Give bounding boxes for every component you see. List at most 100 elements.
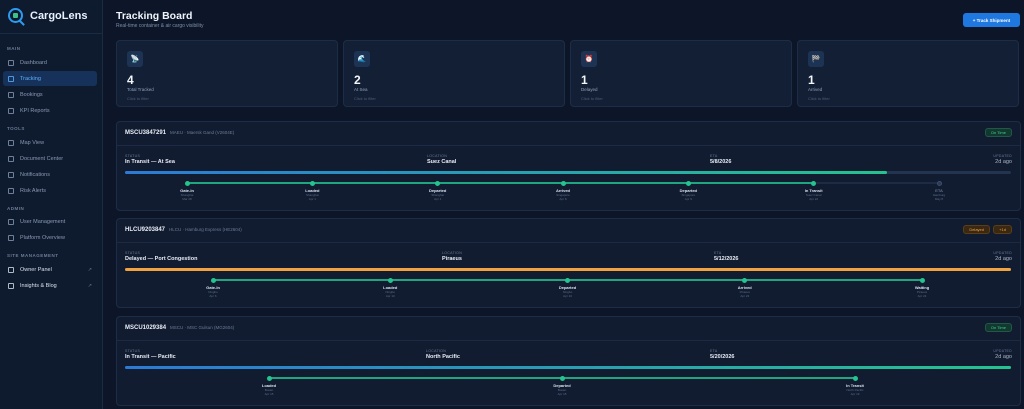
stat-value: 1	[808, 73, 815, 87]
updated-label: UPDATED	[993, 154, 1012, 158]
page-title: Tracking Board	[116, 10, 193, 22]
sidebar-item-map-view[interactable]: Map View	[3, 135, 97, 150]
updated-value: 2d ago	[995, 354, 1012, 360]
sidebar-item-label: Tracking	[20, 75, 41, 82]
location-value: North Pacific	[426, 354, 460, 360]
container-id: MSCU1029384	[125, 325, 167, 331]
milestone-dot	[919, 277, 925, 283]
sidebar-item-insights-blog[interactable]: Insights & Blog ↗	[3, 278, 97, 293]
milestone-place: Shanghai	[431, 193, 444, 197]
milestone-place: Hamburg	[932, 193, 946, 197]
progress-fill	[125, 366, 1011, 369]
section-tools: TOOLS	[7, 126, 25, 131]
section-admin: ADMIN	[7, 206, 25, 211]
sidebar-item-label: Platform Overview	[20, 234, 65, 241]
sidebar: CargoLens MAIN Dashboard Tracking Bookin…	[0, 0, 103, 409]
location-label: LOCATION	[427, 154, 448, 158]
updated-label: UPDATED	[993, 349, 1012, 353]
stat-card-arrived[interactable]: 🏁 1 Arrived Click to filter	[797, 40, 1019, 107]
globe-icon	[8, 234, 14, 241]
shipment-card[interactable]: HLCU9203847 HLCU · Hamburg Express (HE260…	[116, 218, 1021, 308]
shipment-card[interactable]: MSCU1029384 MSCU · MSC Gulsun (MG2604) On…	[116, 316, 1021, 406]
sidebar-item-platform-overview[interactable]: Platform Overview	[3, 230, 97, 245]
milestone-dot	[742, 277, 748, 283]
milestone-timeline: Gate-In Ningbo Apr 6 Loaded Ningbo Apr 10 Depa…	[117, 277, 1020, 309]
stat-card-at-sea[interactable]: 🌊 2 At Sea Click to filter	[343, 40, 565, 107]
milestone-dot	[184, 180, 190, 186]
shipment-card[interactable]: MSCU3847291 MAEU · Maersk Gand (V2604E) O…	[116, 121, 1021, 211]
milestone-date: Mar 28	[182, 197, 192, 201]
location-value: Piraeus	[442, 256, 462, 262]
brand[interactable]: CargoLens	[8, 8, 87, 23]
milestone-date: Apr 19	[850, 392, 860, 396]
milestone-label: Departed	[428, 188, 447, 193]
milestone-label: Waiting	[914, 285, 930, 290]
stat-hint: Click to filter	[581, 96, 603, 101]
eta-label: ETA	[714, 251, 722, 255]
sidebar-item-bookings[interactable]: Bookings	[3, 87, 97, 102]
status-badge: Delayed	[963, 225, 990, 234]
flag-icon: 🏁	[808, 51, 824, 67]
milestone-date: Apr 24	[740, 294, 750, 298]
sidebar-item-notifications[interactable]: Notifications	[3, 167, 97, 182]
milestone-label: In Transit	[804, 188, 823, 193]
timeline-segment	[813, 182, 939, 184]
sidebar-item-kpi-reports[interactable]: KPI Reports	[3, 103, 97, 118]
sidebar-item-dashboard[interactable]: Dashboard	[3, 55, 97, 70]
card-divider	[117, 340, 1020, 341]
timeline-segment	[390, 279, 568, 281]
progress-fill	[125, 171, 887, 174]
stat-label: Delayed	[581, 87, 598, 92]
milestone-dot	[936, 180, 942, 186]
sidebar-item-label: Notifications	[20, 171, 50, 178]
stat-hint: Click to filter	[127, 96, 149, 101]
sidebar-item-user-management[interactable]: User Management	[3, 214, 97, 229]
milestone-timeline: Gate-In Shanghai Mar 28 Loaded Shanghai Apr 1…	[117, 180, 1020, 212]
container-id: HLCU9203847	[125, 227, 166, 233]
sidebar-item-owner-panel[interactable]: Owner Panel ↗	[3, 262, 97, 277]
milestone-date: Apr 1	[308, 197, 316, 201]
timeline-segment	[213, 279, 391, 281]
milestone-dot	[266, 375, 272, 381]
progress-bar	[125, 268, 1011, 271]
chart-icon	[8, 107, 14, 114]
milestone-dot	[560, 180, 566, 186]
milestone-date: Apr 10	[563, 294, 572, 298]
milestone-label: Gate-In	[206, 285, 220, 290]
sidebar-item-tracking[interactable]: Tracking	[3, 71, 97, 86]
sidebar-item-document-center[interactable]: Document Center	[3, 151, 97, 166]
sidebar-item-risk-alerts[interactable]: Risk Alerts	[3, 183, 97, 198]
timeline-segment	[567, 279, 745, 281]
eta-label: ETA	[710, 349, 718, 353]
milestone-dot	[685, 180, 691, 186]
card-divider	[117, 145, 1020, 146]
map-icon	[8, 139, 14, 146]
milestone-date: Apr 15	[557, 392, 567, 396]
sidebar-item-label: KPI Reports	[20, 107, 50, 114]
status-badge: On Time	[984, 323, 1012, 332]
milestone-label: In Transit	[846, 383, 864, 388]
milestone-dot	[387, 277, 393, 283]
stat-card-delayed[interactable]: ⏰ 1 Delayed Click to filter	[570, 40, 792, 107]
timeline-segment	[563, 182, 689, 184]
milestone-timeline: Loaded Busan Apr 15 Departed Busan Apr 15 In T…	[117, 375, 1020, 407]
stat-card-total-tracked[interactable]: 📡 4 Total Tracked Click to filter	[116, 40, 338, 107]
sidebar-item-label: Bookings	[20, 91, 43, 98]
milestone-label: Loaded	[261, 383, 277, 388]
stat-label: Total Tracked	[127, 87, 154, 92]
panel-icon	[8, 266, 14, 273]
magnifier-logo-icon	[8, 8, 23, 23]
warning-icon	[8, 187, 14, 194]
track-shipment-button[interactable]: + Track Shipment	[963, 13, 1020, 27]
milestone-date: Apr 9	[684, 197, 692, 201]
progress-bar	[125, 366, 1011, 369]
sidebar-item-label: Insights & Blog	[20, 282, 57, 289]
section-main: MAIN	[7, 46, 21, 51]
stat-label: At Sea	[354, 87, 368, 92]
milestone-place: North Pacific	[846, 388, 864, 392]
milestone-place: Shanghai	[180, 193, 194, 197]
milestone-place: Piraeus	[739, 290, 750, 294]
vessel-name: MSCU · MSC Gulsun (MG2604)	[170, 325, 235, 330]
updated-label: UPDATED	[993, 251, 1012, 255]
milestone-label: Departed	[679, 188, 697, 193]
